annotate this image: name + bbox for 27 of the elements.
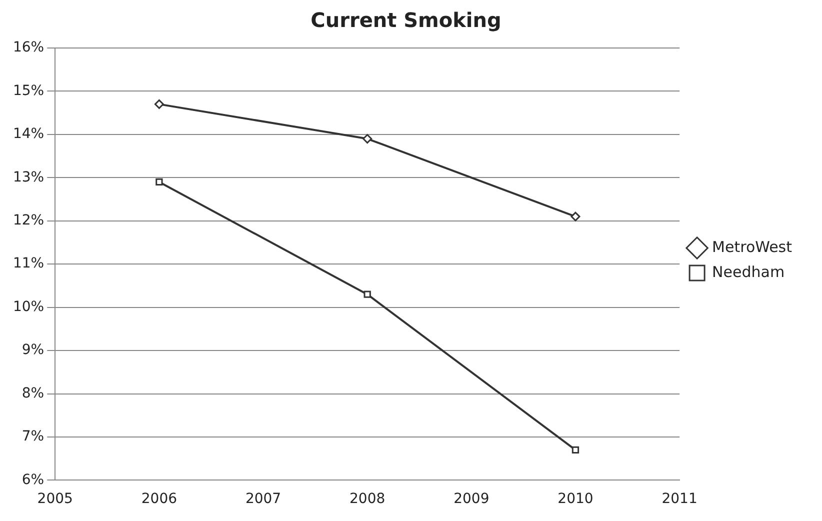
point: [572, 446, 580, 454]
y-tick-label: 6%: [22, 472, 44, 488]
point: [364, 290, 371, 298]
point: [362, 134, 372, 144]
point: [154, 99, 164, 109]
y-tick-label: 16%: [12, 40, 44, 56]
point: [570, 212, 580, 222]
y-tick-label: 14%: [12, 126, 44, 142]
y-tick-label: 7%: [22, 428, 44, 445]
chart-title: Current Smoking: [310, 8, 502, 32]
y-tick-label: 15%: [12, 82, 44, 99]
y-tick-label: 8%: [22, 385, 44, 402]
x-tick-label: 2008: [350, 491, 386, 508]
y-tick-label: 13%: [12, 169, 44, 186]
x-tick-label: 2005: [37, 491, 73, 508]
point: [156, 178, 163, 186]
x-tick-label: 2006: [141, 491, 178, 508]
x-tick-label: 2009: [454, 491, 490, 508]
y-tick-label: 12%: [12, 212, 44, 229]
legend-label: Needham: [712, 262, 785, 281]
x-tick-label: 2010: [558, 491, 594, 508]
y-tick-label: 9%: [22, 342, 44, 358]
legend-label: MetroWest: [712, 238, 792, 256]
y-tick-label: 10%: [12, 298, 44, 315]
y-tick-label: 11%: [12, 256, 44, 272]
x-tick-label: 2007: [245, 491, 282, 508]
x-tick-label: 2011: [662, 491, 698, 508]
